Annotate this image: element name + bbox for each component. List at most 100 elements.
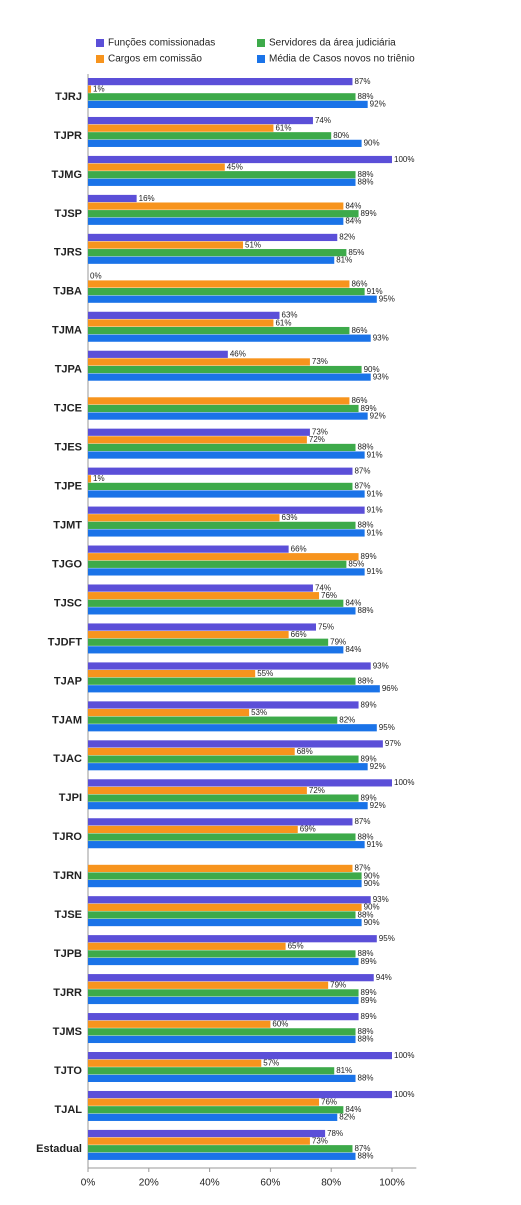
value-label-bg [274,319,292,327]
value-label-bg [313,584,331,592]
bar [88,233,338,242]
bar [88,1137,310,1145]
value-label: 46% [230,350,246,359]
bar [88,93,356,101]
value-label: 87% [354,77,370,86]
value-label-bg [274,124,292,132]
bar [88,334,371,342]
value-label-bg [350,327,368,334]
value-label-bg [383,740,401,748]
bar [88,545,289,553]
value-label: 91% [367,567,383,576]
value-label-bg [356,444,374,451]
value-label-bg [356,522,374,529]
value-label: 87% [354,817,370,826]
value-label-bg [380,685,398,693]
value-label: 92% [370,411,386,420]
bar [88,670,256,678]
bar [88,521,356,529]
value-label-bg [310,428,328,436]
bar [88,607,356,615]
value-label: 1% [93,474,105,483]
legend-label: Servidores da área judiciária [269,38,396,49]
value-label: 66% [291,630,307,639]
value-label-bg [356,911,374,919]
bar [88,326,350,335]
bar [88,685,380,693]
value-label: 92% [370,801,386,810]
category-label: TJRR [53,987,82,999]
bar [88,171,356,179]
value-label: 93% [373,333,389,342]
value-label-bg [377,295,395,303]
bar [88,763,368,771]
value-label: 88% [358,170,374,179]
value-label: 91% [367,489,383,498]
bar [88,412,368,420]
value-label-bg [344,1106,362,1114]
bar [88,78,353,86]
value-label: 79% [330,638,346,647]
value-label-bg [365,506,383,514]
bar [88,1067,335,1075]
value-label: 88% [358,949,374,958]
value-label: 81% [336,256,352,265]
bar [88,350,228,358]
value-label: 94% [376,973,392,982]
value-label: 89% [361,754,377,763]
bar [88,755,359,763]
value-label-bg [307,436,325,444]
value-label-bg [307,787,325,794]
value-label-bg [225,163,243,171]
value-label: 90% [364,879,380,888]
category-label: TJMG [51,169,82,181]
value-label: 86% [351,396,367,405]
value-label: 53% [251,708,267,717]
value-label-bg [289,545,307,553]
bar [88,311,280,319]
bar [88,880,362,888]
bar [88,623,316,631]
bar [88,1090,392,1099]
bar [88,529,365,537]
value-label: 78% [327,1129,343,1138]
bar [88,794,359,802]
value-label: 72% [309,786,325,795]
value-label: 72% [309,435,325,444]
value-label-bg [359,405,377,412]
x-tick-label: 20% [139,1178,159,1189]
value-label: 88% [358,178,374,187]
value-label-bg [335,256,353,264]
category-label: TJRJ [55,91,82,103]
category-label: TJSE [54,909,82,921]
value-label: 61% [275,123,291,132]
bar [88,708,250,717]
value-label: 16% [139,194,155,203]
bar [88,996,359,1005]
bar [88,451,365,459]
value-label: 73% [312,357,328,366]
value-label: 81% [336,1066,352,1075]
bar [88,1145,353,1153]
bar [88,1074,356,1082]
value-label: 93% [373,895,389,904]
bar [88,1020,271,1028]
value-label-bg [353,865,371,872]
bar [88,443,356,452]
bar [88,646,344,654]
value-label: 91% [367,528,383,537]
value-label-bg [137,195,155,202]
value-label-bg [350,397,368,405]
x-tick-label: 60% [260,1178,280,1189]
value-label-bg [338,234,356,241]
value-label-bg [329,638,347,646]
category-label: TJPE [54,481,82,493]
value-label: 79% [330,981,346,990]
value-label: 88% [358,92,374,101]
bar [88,1052,392,1060]
value-label: 89% [361,552,377,561]
value-label: 89% [361,1012,377,1021]
bar [88,701,359,709]
bar [88,896,371,904]
